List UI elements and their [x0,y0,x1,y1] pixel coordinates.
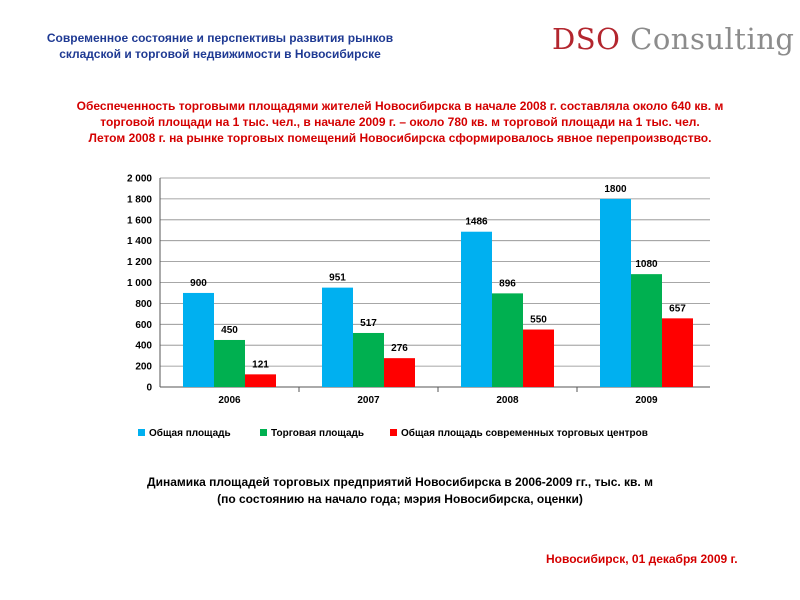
bar [662,318,693,387]
legend-label: Торговая площадь [271,428,364,439]
y-tick-label: 600 [135,320,152,331]
page-title-line-1: Современное состояние и перспективы разв… [46,31,394,45]
x-tick-label: 2006 [218,395,241,406]
legend-swatch [138,429,145,436]
logo-rest-text: Consulting [630,22,795,56]
data-label: 1800 [604,184,627,195]
data-label: 1080 [635,259,658,270]
footer-date: Новосибирск, 01 декабря 2009 г. [546,552,738,566]
data-label: 517 [360,318,377,329]
y-tick-label: 2 000 [127,174,152,185]
legend-swatch [390,429,397,436]
bar [183,292,214,387]
bar-chart: 0 200 400 600 800 1 000 1 200 1 400 1 600 1 800 2 … [127,174,710,439]
intro-line-2: торговой площади на 1 тыс. чел., в начал… [100,115,700,129]
data-label: 450 [221,325,238,336]
intro-text: Обеспеченность торговыми площадями жител… [20,98,780,146]
y-tick-label: 1 800 [127,194,152,205]
bar [492,293,523,387]
page-title-line-2: складской и торговой недвижимости в Ново… [59,47,381,61]
y-tick-label: 800 [135,299,152,310]
bar [214,339,245,387]
data-label: 276 [391,343,408,354]
bar [245,374,276,387]
y-tick-label: 0 [146,383,152,394]
logo-accent-text: DSO [552,22,621,56]
company-logo: DSO Consulting [552,22,794,56]
bar [631,274,662,387]
data-label: 657 [669,303,686,314]
intro-line-3: Летом 2008 г. на рынке торговых помещени… [88,131,712,145]
legend-swatch [260,429,267,436]
chart-caption-line-1: Динамика площадей торговых предприятий Н… [147,475,653,489]
legend-label: Общая площадь [149,427,231,439]
chart-caption: Динамика площадей торговых предприятий Н… [40,474,760,508]
y-tick-label: 1 000 [127,278,152,289]
y-tick-label: 1 600 [127,215,152,226]
bar [523,329,554,387]
page-title: Современное состояние и перспективы разв… [20,30,420,62]
y-tick-label: 400 [135,341,152,352]
y-tick-label: 1 400 [127,236,152,247]
legend-label: Общая площадь современных торговых центр… [401,427,648,439]
chart-caption-line-2: (по состоянию на начало года; мэрия Ново… [217,492,583,506]
x-tick-label: 2009 [635,395,658,406]
y-tick-label: 200 [135,362,152,373]
bar [384,358,415,387]
x-tick-label: 2008 [496,395,519,406]
bar [600,198,631,387]
bar [353,332,384,387]
y-tick-label: 1 200 [127,257,152,268]
data-label: 1486 [465,217,488,228]
data-label: 900 [190,278,207,289]
bar [322,287,353,387]
data-label: 121 [252,359,269,370]
data-label: 550 [530,315,547,326]
intro-line-1: Обеспеченность торговыми площадями жител… [76,99,724,113]
x-tick-label: 2007 [357,395,380,406]
data-label: 896 [499,278,516,289]
bar [461,231,492,387]
data-label: 951 [329,273,346,284]
